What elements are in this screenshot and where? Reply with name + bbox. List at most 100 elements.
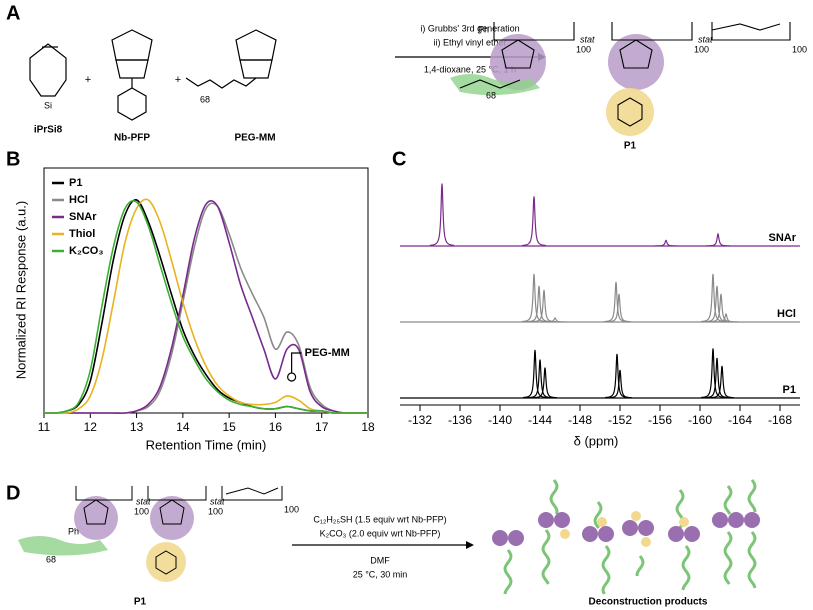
spectrum-peak (603, 281, 629, 323)
trace-label: HCl (777, 308, 796, 320)
trace-label: SNAr (768, 232, 796, 244)
x-tick-label: -136 (448, 413, 472, 427)
condition: i) Grubbs' 3rd generation (420, 23, 519, 33)
backbone-unit (728, 512, 744, 528)
spectrum-peak (532, 367, 558, 399)
x-tick-label: 11 (38, 420, 51, 434)
condition: 1,4-dioxane, 25 °C, 1 h (424, 64, 516, 74)
x-tick-label: 14 (176, 420, 190, 434)
peg-chain (723, 531, 733, 585)
start-label: P1 (134, 597, 147, 608)
backbone-unit (668, 526, 684, 542)
repeat-label: 100 (792, 44, 807, 54)
backbone-unit (554, 512, 570, 528)
peg-chain (747, 479, 757, 513)
pfp-unit (597, 517, 607, 527)
x-tick-label: 12 (84, 420, 98, 434)
pfp-unit (641, 537, 651, 547)
stat-label: stat (698, 34, 713, 44)
annotation: PEG-MM (305, 347, 350, 359)
end-group: Ph (68, 526, 79, 536)
peg-repeat: 68 (200, 94, 210, 104)
spectrum-peak (522, 349, 548, 399)
repeat-label: 100 (134, 506, 149, 516)
condition: ii) Ethyl vinyl ether (433, 37, 506, 47)
spectrum-peak (521, 273, 547, 323)
series-line (43, 200, 368, 414)
spectrum-peak (604, 353, 630, 399)
spectrum-peak (700, 273, 726, 323)
backbone-unit (508, 530, 524, 546)
trace-label: P1 (783, 384, 796, 396)
legend-label: HCl (69, 194, 88, 206)
spectrum-peak (542, 317, 568, 323)
panel-label: A (6, 2, 20, 24)
spectrum-peak (521, 196, 547, 247)
x-tick-label: 18 (361, 420, 375, 434)
backbone-unit (598, 526, 614, 542)
annotation-marker (287, 372, 297, 382)
peg-chain (503, 549, 513, 595)
pfp-unit (560, 529, 570, 539)
x-axis-label: Retention Time (min) (146, 437, 267, 452)
monomer-label: PEG-MM (234, 133, 275, 144)
atom-label: Si (44, 100, 52, 110)
structure-nb-pfp (111, 29, 153, 121)
product-label: P1 (624, 141, 637, 152)
repeat-label: 100 (576, 44, 591, 54)
spectrum-peak (527, 359, 553, 399)
deconstruction-products (492, 479, 760, 595)
backbone-unit (712, 512, 728, 528)
pfp-unit (679, 517, 689, 527)
peg-chain (541, 529, 551, 585)
peg-chain (601, 545, 611, 595)
x-tick-label: -168 (768, 413, 792, 427)
backbone-unit (622, 520, 638, 536)
stat-label: stat (136, 496, 151, 506)
repeat-label: 100 (694, 44, 709, 54)
stat-label: stat (210, 496, 225, 506)
end-group: Ph (478, 24, 489, 34)
legend-label: K₂CO₃ (69, 245, 103, 257)
reagent: C₁₂H₂₅SH (1.5 equiv wrt Nb-PFP) (313, 514, 446, 524)
repeat-label: 100 (284, 504, 299, 514)
spectrum-peak (709, 365, 735, 399)
arrow-head (466, 541, 474, 549)
products-label: Deconstruction products (589, 597, 708, 608)
condition: 25 °C, 30 min (353, 569, 408, 579)
backbone-unit (582, 526, 598, 542)
x-tick-label: -160 (688, 413, 712, 427)
peg-chain (747, 531, 757, 589)
peg-repeat: 68 (46, 554, 56, 564)
x-tick-label: -152 (608, 413, 632, 427)
peg-chain (681, 545, 691, 591)
panel-label: D (6, 482, 20, 504)
reagent: K₂CO₃ (2.0 equiv wrt Nb-PFP) (320, 528, 441, 538)
x-tick-label: -132 (408, 413, 432, 427)
x-tick-label: 13 (130, 420, 144, 434)
peg-chain (593, 501, 603, 529)
x-tick-label: 16 (269, 420, 283, 434)
backbone-unit (744, 512, 760, 528)
monomer-label: Nb-PFP (114, 133, 150, 144)
product-p1 (450, 22, 791, 136)
series-line (43, 200, 368, 414)
legend-label: P1 (69, 177, 82, 189)
x-tick-label: -148 (568, 413, 592, 427)
spectrum-peak (713, 312, 739, 323)
p1-structure-d (18, 486, 283, 582)
peg-chain (549, 479, 559, 515)
spectrum-peak (704, 357, 730, 399)
structure-peg-mm (185, 29, 277, 89)
spectrum-peak (526, 285, 552, 323)
backbone-unit (492, 530, 508, 546)
x-tick-label: -140 (488, 413, 512, 427)
x-tick-label: -164 (728, 413, 752, 427)
panel-label: C (392, 148, 406, 170)
backbone-unit (638, 520, 654, 536)
plus: + (175, 74, 181, 86)
spectrum-peak (700, 348, 726, 399)
peg-chain (635, 555, 645, 577)
structure-ipr-si8 (29, 43, 67, 97)
